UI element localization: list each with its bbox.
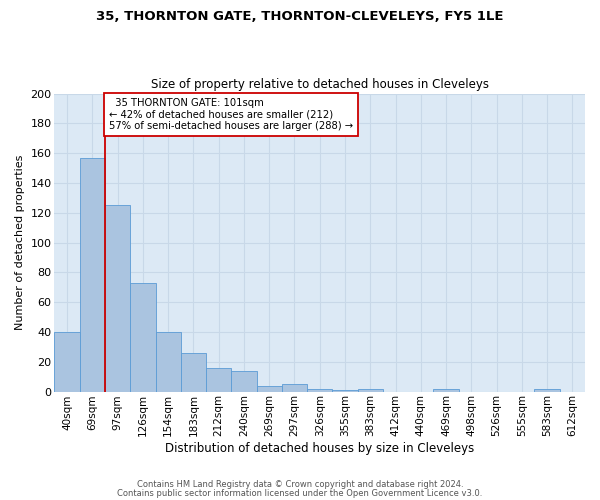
X-axis label: Distribution of detached houses by size in Cleveleys: Distribution of detached houses by size … xyxy=(165,442,475,455)
Bar xyxy=(181,353,206,392)
Bar xyxy=(206,368,232,392)
Text: 35, THORNTON GATE, THORNTON-CLEVELEYS, FY5 1LE: 35, THORNTON GATE, THORNTON-CLEVELEYS, F… xyxy=(96,10,504,23)
Text: Contains public sector information licensed under the Open Government Licence v3: Contains public sector information licen… xyxy=(118,490,482,498)
Bar xyxy=(232,370,257,392)
Bar xyxy=(433,388,458,392)
Bar xyxy=(80,158,105,392)
Bar xyxy=(105,206,130,392)
Bar xyxy=(55,332,80,392)
Bar xyxy=(358,388,383,392)
Bar xyxy=(332,390,358,392)
Bar xyxy=(307,388,332,392)
Bar xyxy=(535,388,560,392)
Text: Contains HM Land Registry data © Crown copyright and database right 2024.: Contains HM Land Registry data © Crown c… xyxy=(137,480,463,489)
Y-axis label: Number of detached properties: Number of detached properties xyxy=(15,155,25,330)
Bar xyxy=(130,283,155,392)
Bar xyxy=(155,332,181,392)
Text: 35 THORNTON GATE: 101sqm
← 42% of detached houses are smaller (212)
57% of semi-: 35 THORNTON GATE: 101sqm ← 42% of detach… xyxy=(109,98,353,131)
Bar xyxy=(257,386,282,392)
Title: Size of property relative to detached houses in Cleveleys: Size of property relative to detached ho… xyxy=(151,78,489,91)
Bar xyxy=(282,384,307,392)
